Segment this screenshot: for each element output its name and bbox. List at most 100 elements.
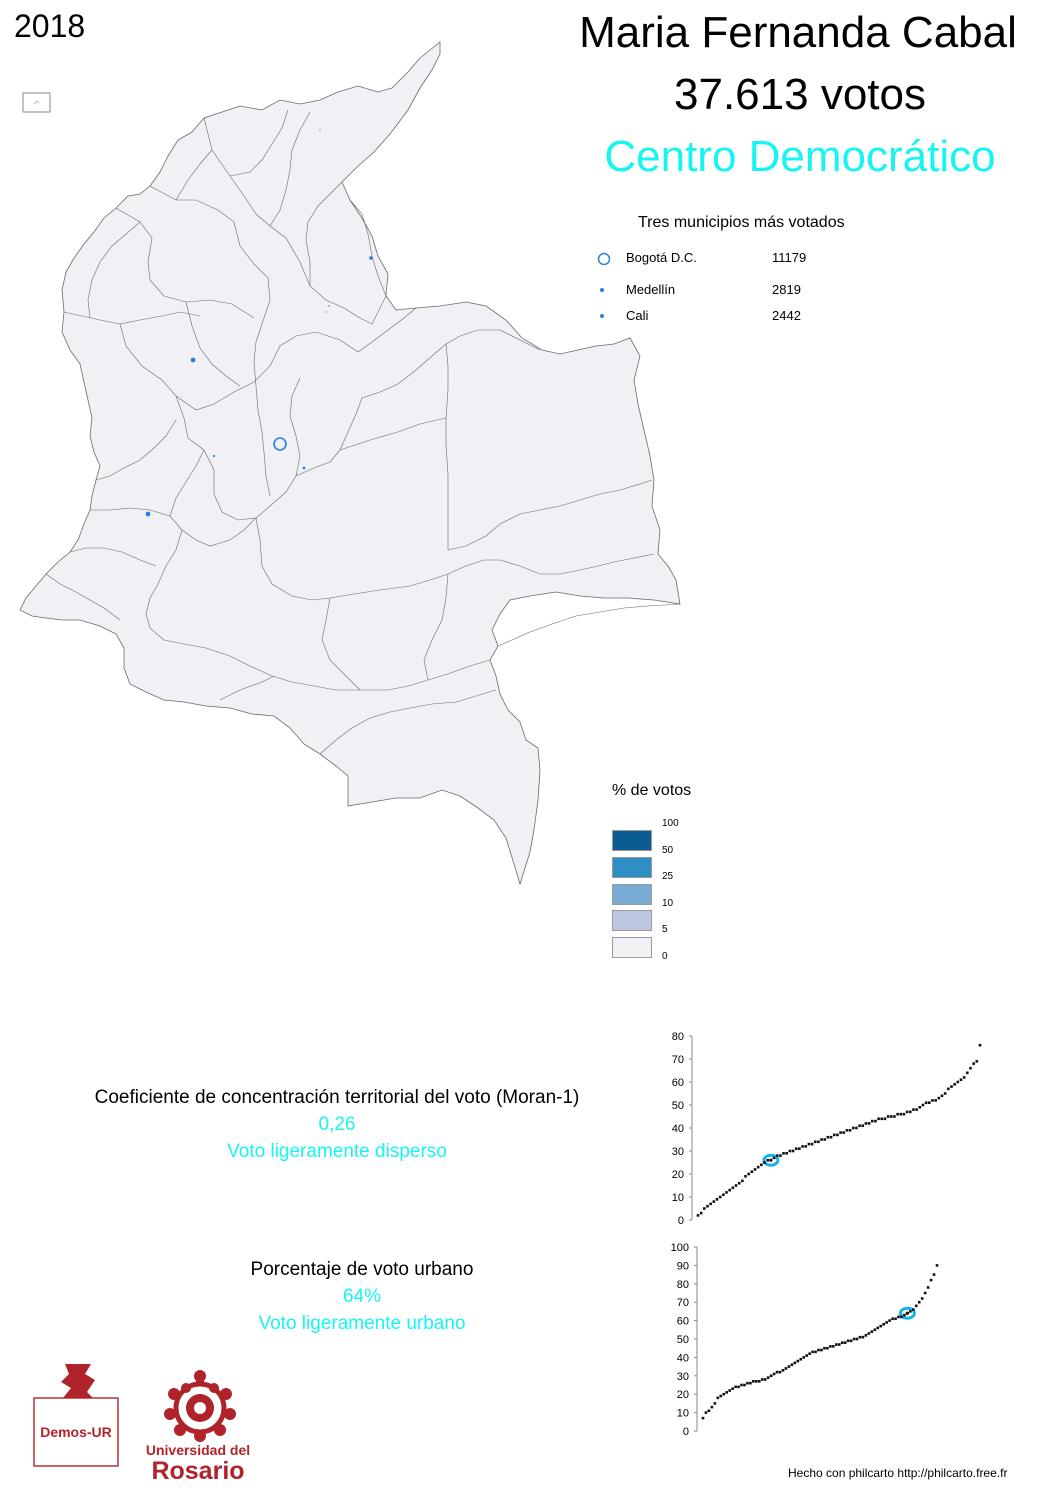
data-point: [956, 1080, 960, 1084]
urban-stat: Porcentaje de voto urbano 64% Voto liger…: [190, 1256, 534, 1337]
data-point: [746, 1381, 749, 1385]
data-point: [779, 1154, 782, 1157]
data-point: [743, 1383, 746, 1387]
data-point: [845, 1129, 849, 1132]
legend-label: 50: [662, 845, 674, 856]
data-point: [918, 1106, 922, 1109]
university-name-line2: Rosario: [151, 1457, 245, 1485]
data-point: [861, 1335, 865, 1339]
data-point: [839, 1131, 842, 1134]
data-point: [837, 1343, 841, 1346]
credit-text: Hecho con philcarto http://philcarto.fre…: [788, 1466, 1008, 1480]
data-point: [829, 1135, 833, 1139]
y-tick-label: 20: [672, 1169, 684, 1181]
data-point: [867, 1122, 871, 1125]
data-point: [852, 1337, 856, 1341]
data-point: [763, 1378, 767, 1381]
data-point: [846, 1339, 850, 1343]
data-point: [858, 1124, 861, 1127]
legend-label: 25: [662, 871, 674, 882]
data-point: [823, 1138, 827, 1141]
legend-swatch: [612, 830, 652, 851]
data-point: [823, 1346, 826, 1350]
data-point: [775, 1154, 779, 1157]
legend-swatch: [612, 910, 652, 931]
y-tick-label: 30: [677, 1371, 689, 1383]
data-point: [713, 1402, 717, 1405]
data-point: [870, 1330, 874, 1333]
top-municipalities-title: Tres municipios más votados: [638, 214, 845, 231]
data-point: [929, 1278, 933, 1282]
data-point: [749, 1381, 752, 1385]
data-point: [889, 1115, 893, 1118]
data-point: [920, 1297, 924, 1300]
data-point: [757, 1380, 761, 1383]
y-tick-label: 50: [672, 1100, 684, 1112]
data-point: [972, 1062, 975, 1065]
data-point: [782, 1152, 785, 1155]
university-name-line1: Universidad del: [145, 1442, 251, 1458]
data-point: [905, 1110, 909, 1114]
bogota-marker: [273, 437, 287, 451]
data-point: [808, 1352, 811, 1356]
data-point: [810, 1142, 814, 1146]
data-point: [704, 1411, 708, 1414]
data-point: [699, 1211, 703, 1215]
moran-ranking-chart: 0 10 20 30 40 50 60 70 80: [672, 1031, 982, 1227]
data-point: [794, 1147, 798, 1150]
y-tick-label: 80: [677, 1279, 689, 1291]
municipality-votes: 2442: [772, 308, 801, 323]
data-point: [737, 1181, 741, 1185]
data-point: [969, 1066, 972, 1070]
data-point: [784, 1367, 788, 1370]
data-point: [725, 1391, 728, 1394]
data-point: [760, 1378, 764, 1381]
data-point: [917, 1300, 921, 1304]
data-point: [894, 1317, 897, 1321]
y-tick-label: 10: [672, 1192, 684, 1204]
y-tick-label: 10: [677, 1408, 689, 1420]
data-point: [909, 1310, 912, 1313]
data-point: [766, 1158, 770, 1162]
data-point: [747, 1172, 750, 1176]
data-point: [787, 1365, 791, 1368]
data-point: [728, 1188, 731, 1192]
data-point: [796, 1359, 800, 1363]
data-point: [864, 1334, 868, 1337]
data-point: [811, 1350, 814, 1354]
data-point: [813, 1140, 817, 1144]
moran-stat: Coeficiente de concentración territorial…: [40, 1084, 634, 1165]
colombia-map: [19, 41, 681, 886]
data-point: [897, 1315, 900, 1319]
data-point: [921, 1103, 925, 1107]
municipality-name: Medellín: [626, 282, 676, 297]
data-point: [843, 1341, 847, 1344]
data-point: [744, 1175, 747, 1178]
data-point: [799, 1357, 803, 1361]
data-point: [778, 1370, 782, 1374]
data-point: [867, 1332, 871, 1335]
legend-swatch: [612, 857, 652, 878]
data-point: [840, 1341, 844, 1344]
small-marker: [328, 305, 330, 307]
moran-value: 0,26: [318, 1114, 356, 1135]
universidad-rosario-seal: [164, 1370, 236, 1442]
data-point: [943, 1092, 947, 1095]
highlight-marker: [898, 1306, 916, 1320]
small-marker: [212, 454, 216, 458]
data-point: [790, 1363, 794, 1367]
data-point: [752, 1380, 755, 1383]
data-point: [740, 1383, 743, 1387]
data-point: [914, 1304, 918, 1308]
data-point: [858, 1335, 862, 1339]
data-point: [923, 1291, 927, 1295]
candidate-name: Maria Fernanda Cabal: [579, 8, 1017, 57]
highlight-point: [769, 1158, 773, 1162]
data-point: [696, 1214, 700, 1217]
data-point: [870, 1119, 874, 1123]
legend-swatch: [612, 937, 652, 958]
data-point: [728, 1389, 731, 1392]
data-point: [804, 1145, 808, 1148]
data-point: [820, 1138, 823, 1141]
data-point: [817, 1348, 820, 1352]
